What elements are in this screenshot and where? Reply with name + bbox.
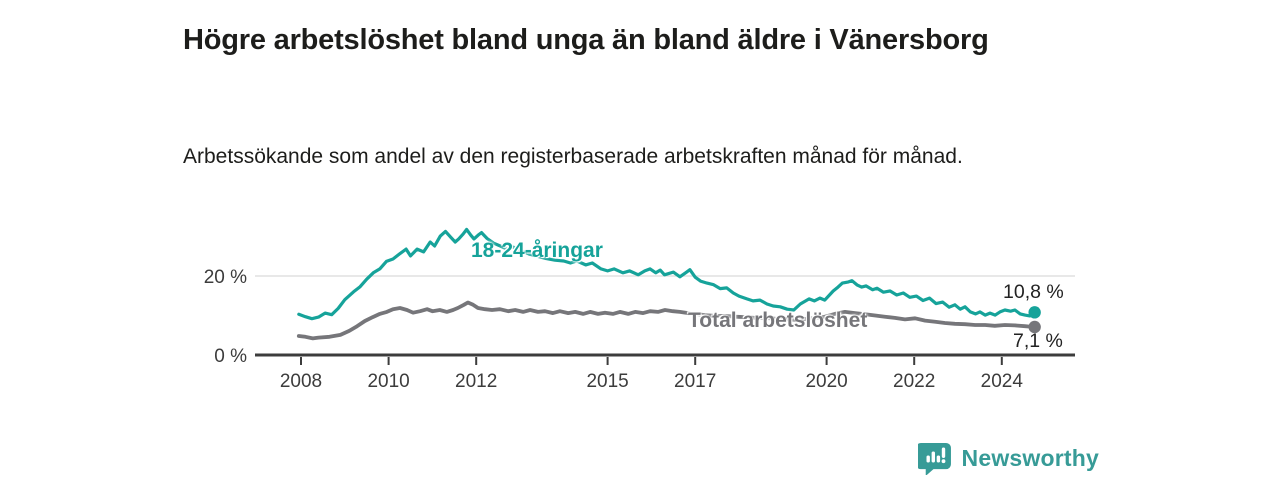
x-tick-label-2015: 2015 [586,371,628,392]
series-line-young [297,227,1037,321]
x-tick-label-2022: 2022 [893,371,935,392]
y-tick-label-20: 20 % [204,267,247,288]
x-tick-label-2010: 2010 [367,371,409,392]
chart-subtitle: Arbetssökande som andel av den registerb… [183,145,963,168]
series-end-dot-young [1028,306,1041,319]
end-value-young: 10,8 % [1003,281,1064,303]
series-label-young: 18-24-åringar [471,239,603,262]
series-label-total: Total arbetslöshet [688,309,868,332]
chart-title: Högre arbetslöshet bland unga än bland ä… [183,24,989,57]
newsworthy-brand-link[interactable]: Newsworthy [917,441,1099,475]
x-tick-label-2012: 2012 [455,371,497,392]
y-tick-label-0: 0 % [214,346,247,367]
series-end-dot-total [1028,320,1041,334]
x-tick-label-2017: 2017 [674,371,716,392]
x-tick-label-2020: 2020 [805,371,847,392]
newsworthy-logo-icon [917,441,952,475]
x-tick-label-2024: 2024 [981,371,1024,392]
end-value-total: 7,1 % [1013,330,1063,352]
series-line-total [296,300,1037,341]
newsworthy-brand-text: Newsworthy [961,444,1099,471]
x-tick-label-2008: 2008 [280,371,322,392]
